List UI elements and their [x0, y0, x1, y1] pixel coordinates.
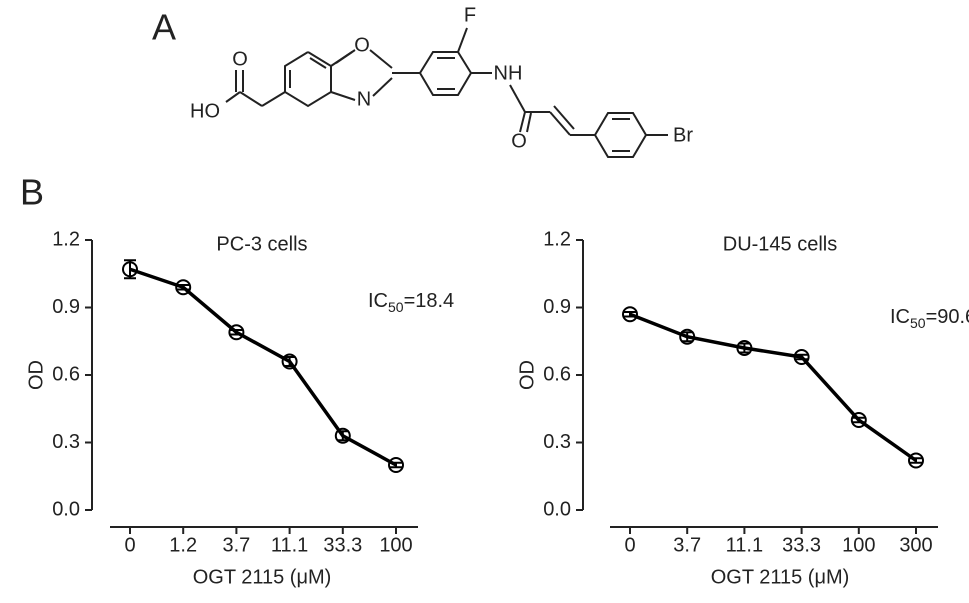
- y-axis-label: OD: [25, 360, 47, 390]
- bond: [549, 111, 571, 136]
- y-tick-label: 0.3: [52, 431, 80, 453]
- x-tick-label: 1.2: [169, 534, 197, 556]
- annotation-text: =18.4: [404, 290, 455, 312]
- atom-label: NH: [494, 62, 523, 84]
- y-tick-label: 1.2: [52, 228, 80, 250]
- annotation-prefix: IC: [890, 306, 910, 328]
- bond: [372, 77, 393, 97]
- data-point: [122, 261, 138, 278]
- bond: [330, 91, 356, 101]
- chart-title: DU-145 cells: [723, 233, 837, 255]
- bond: [335, 49, 356, 64]
- x-tick-label: 0: [624, 534, 635, 556]
- bond: [526, 112, 532, 133]
- y-tick-label: 0.6: [52, 363, 80, 385]
- data-line: [129, 267, 397, 467]
- x-tick-label: 300: [899, 534, 932, 556]
- bond: [553, 105, 575, 130]
- x-axis-label: OGT 2115 (μM): [711, 566, 850, 588]
- y-tick-label: 0.0: [52, 498, 80, 520]
- annotation: IC50=90.6: [890, 306, 969, 330]
- x-tick-label: 3.7: [222, 534, 250, 556]
- bond: [225, 91, 241, 103]
- atom-label: N: [357, 88, 371, 110]
- x-tick-label: 3.7: [673, 534, 701, 556]
- x-tick-label: 100: [842, 534, 875, 556]
- error-bar: [230, 329, 243, 336]
- bond: [519, 111, 526, 133]
- panel-label: B: [20, 172, 44, 213]
- annotation: IC50=18.4: [368, 290, 454, 314]
- bond: [369, 49, 393, 69]
- error-bar: [624, 311, 636, 318]
- atom-label: O: [354, 34, 370, 56]
- chart-title: PC-3 cells: [216, 233, 307, 255]
- x-tick-label: 11.1: [726, 534, 763, 556]
- data-point: [281, 353, 298, 370]
- y-tick-label: 0.0: [543, 498, 571, 520]
- bond: [457, 27, 468, 53]
- y-tick-label: 0.3: [543, 431, 571, 453]
- data-line: [629, 312, 918, 462]
- annotation-subscript: 50: [388, 299, 404, 315]
- data-point: [793, 349, 810, 365]
- y-tick-label: 0.9: [52, 296, 80, 318]
- y-axis-label: OD: [516, 360, 538, 390]
- bond: [509, 84, 526, 113]
- data-point: [908, 452, 924, 469]
- error-bar: [852, 416, 865, 424]
- atom-label: Br: [673, 124, 693, 146]
- annotation-subscript: 50: [910, 315, 926, 331]
- annotation-prefix: IC: [368, 290, 388, 312]
- data-point: [850, 412, 867, 428]
- atom-label: F: [464, 4, 476, 26]
- x-tick-label: 11.1: [271, 534, 308, 556]
- y-tick-label: 1.2: [543, 228, 571, 250]
- y-tick-label: 0.6: [543, 363, 571, 385]
- x-axis-label: OGT 2115 (μM): [193, 566, 332, 588]
- data-point: [334, 427, 351, 444]
- bond: [309, 57, 327, 69]
- data-point: [388, 457, 404, 473]
- data-point: [622, 306, 638, 323]
- chemical-structure: O HO O N F NH O Br: [190, 4, 693, 158]
- error-bar: [910, 457, 922, 464]
- x-tick-label: 100: [379, 534, 412, 556]
- error-bar: [390, 461, 402, 469]
- atom-label: O: [232, 48, 248, 70]
- panel-label: A: [152, 7, 176, 48]
- y-tick-label: 0.9: [543, 296, 571, 318]
- atom-label: HO: [190, 100, 220, 122]
- bond: [261, 91, 286, 107]
- x-tick-label: 33.3: [323, 534, 362, 556]
- data-point: [228, 324, 245, 341]
- atom-label: O: [511, 130, 527, 152]
- data-point: [679, 328, 696, 345]
- data-point: [175, 279, 192, 296]
- error-bar: [795, 353, 808, 361]
- error-bar: [177, 284, 190, 291]
- annotation-text: =90.6: [926, 306, 969, 328]
- x-tick-label: 0: [124, 534, 135, 556]
- data-point: [736, 340, 753, 356]
- x-tick-label: 33.3: [782, 534, 821, 556]
- bond: [239, 91, 263, 107]
